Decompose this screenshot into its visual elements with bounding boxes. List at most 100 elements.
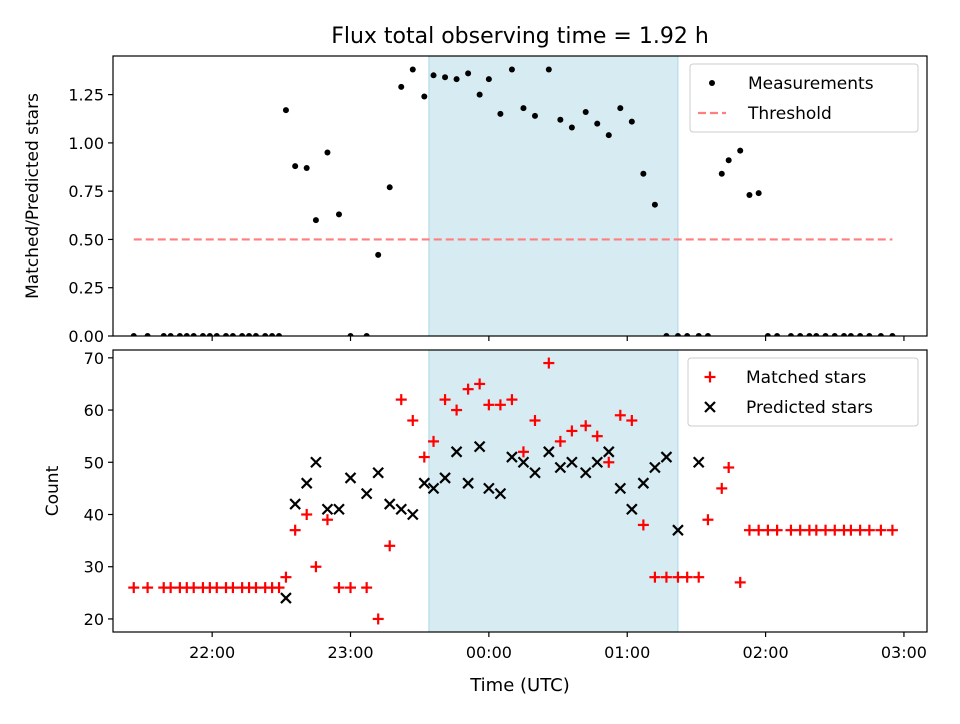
matched-star-point: [702, 514, 714, 526]
matched-star-point: [474, 378, 486, 390]
predicted-star-point: [603, 446, 615, 458]
matched-star-point: [723, 462, 735, 473]
x-tick-label: 03:00: [881, 643, 927, 662]
predicted-star-point: [529, 466, 541, 479]
measurement-point: [787, 333, 794, 336]
predicted-star-point: [280, 592, 292, 604]
measurement-point: [508, 66, 515, 73]
measurement-point: [557, 116, 564, 123]
matched-star-point: [188, 582, 200, 594]
measurement-point: [485, 76, 492, 83]
matched-star-point: [128, 582, 140, 594]
measurement-point: [176, 333, 183, 336]
measurement-point: [746, 192, 753, 199]
legend-box: [687, 357, 919, 427]
measurement-point: [725, 157, 732, 164]
matched-star-point: [250, 582, 262, 594]
legend: Measurements Threshold: [689, 63, 919, 133]
matched-star-point: [743, 524, 755, 536]
matched-star-point: [875, 524, 887, 536]
predicted-star-point: [321, 503, 334, 516]
measurement-point: [704, 333, 711, 336]
measurement-point: [421, 93, 428, 100]
matched-star-point: [345, 582, 357, 594]
measurement-point: [545, 66, 552, 73]
measurement-point: [568, 124, 575, 131]
plot-area: [130, 66, 896, 336]
matched-star-point: [280, 571, 292, 583]
legend-box: [689, 63, 919, 133]
predicted-star-point: [649, 461, 661, 474]
measurement-point: [144, 333, 151, 336]
predicted-star-point: [660, 451, 673, 463]
measurement-point: [674, 333, 681, 336]
measurement-point: [605, 132, 612, 139]
measurement-point: [206, 333, 213, 336]
matched-star-point: [372, 613, 384, 625]
measurement-point: [167, 333, 174, 336]
matched-star-point: [580, 420, 592, 432]
matched-star-point: [771, 524, 783, 536]
y-tick-label: 1.00: [68, 134, 104, 153]
matched-star-point: [384, 540, 396, 552]
predicted-star-point: [462, 477, 474, 489]
measurement-point: [335, 211, 342, 218]
measurement-point: [847, 333, 854, 336]
legend-label: Predicted stars: [746, 398, 873, 418]
y-tick-label: 50: [84, 453, 104, 472]
predicted-star-point: [450, 446, 463, 458]
predicted-star-point: [300, 477, 313, 489]
predicted-star-point: [406, 508, 419, 521]
matched-star-point: [428, 435, 440, 447]
predicted-star-point: [344, 472, 357, 484]
predicted-star-point: [517, 456, 530, 469]
measurement-point: [840, 333, 847, 336]
legend-label: Threshold: [747, 104, 832, 124]
measurement-point: [877, 333, 884, 336]
y-tick-label: 60: [84, 401, 104, 420]
measurement-point: [282, 107, 289, 114]
y-tick-label: 40: [84, 506, 104, 525]
measurement-point: [651, 201, 658, 208]
measurement-point: [375, 251, 382, 258]
measurement-point: [684, 333, 691, 336]
matched-star-point: [506, 394, 518, 406]
measurement-point: [640, 170, 647, 177]
matched-star-point: [543, 357, 555, 369]
x-tick-label: 02:00: [743, 643, 789, 662]
y-tick-label: 0.25: [68, 279, 104, 298]
matched-star-point: [794, 524, 806, 536]
matched-star-point: [753, 524, 765, 536]
measurement-point: [303, 165, 310, 171]
measurement-point: [628, 118, 635, 125]
matched-star-point: [829, 524, 841, 536]
measurement-point: [822, 333, 829, 336]
matched-star-point: [273, 582, 285, 594]
matched-star-point: [517, 446, 529, 458]
measurement-point: [453, 76, 460, 83]
measurement-point: [246, 333, 253, 336]
matched-star-point: [439, 394, 451, 406]
predicted-star-point: [692, 456, 705, 469]
measurement-point: [229, 333, 236, 336]
measurement-point: [183, 333, 190, 336]
matched-star-point: [672, 571, 684, 583]
predicted-star-point: [383, 498, 396, 510]
y-tick-label: 0.75: [68, 182, 104, 201]
y-tick-label: 70: [84, 349, 104, 368]
measurement-point: [476, 91, 483, 98]
matched-star-point: [395, 394, 407, 406]
predicted-star-point: [591, 456, 604, 469]
matched-star-point: [820, 524, 832, 536]
y-tick-label: 1.25: [68, 86, 104, 105]
measurement-point: [324, 149, 331, 156]
matched-star-point: [886, 524, 898, 536]
matched-star-point: [591, 430, 603, 442]
measurement-point: [806, 333, 813, 336]
predicted-star-point: [566, 456, 578, 469]
predicted-star-point: [372, 466, 384, 479]
matched-star-point: [494, 399, 506, 411]
measurement-point: [213, 333, 220, 336]
matched-star-point: [451, 404, 463, 416]
